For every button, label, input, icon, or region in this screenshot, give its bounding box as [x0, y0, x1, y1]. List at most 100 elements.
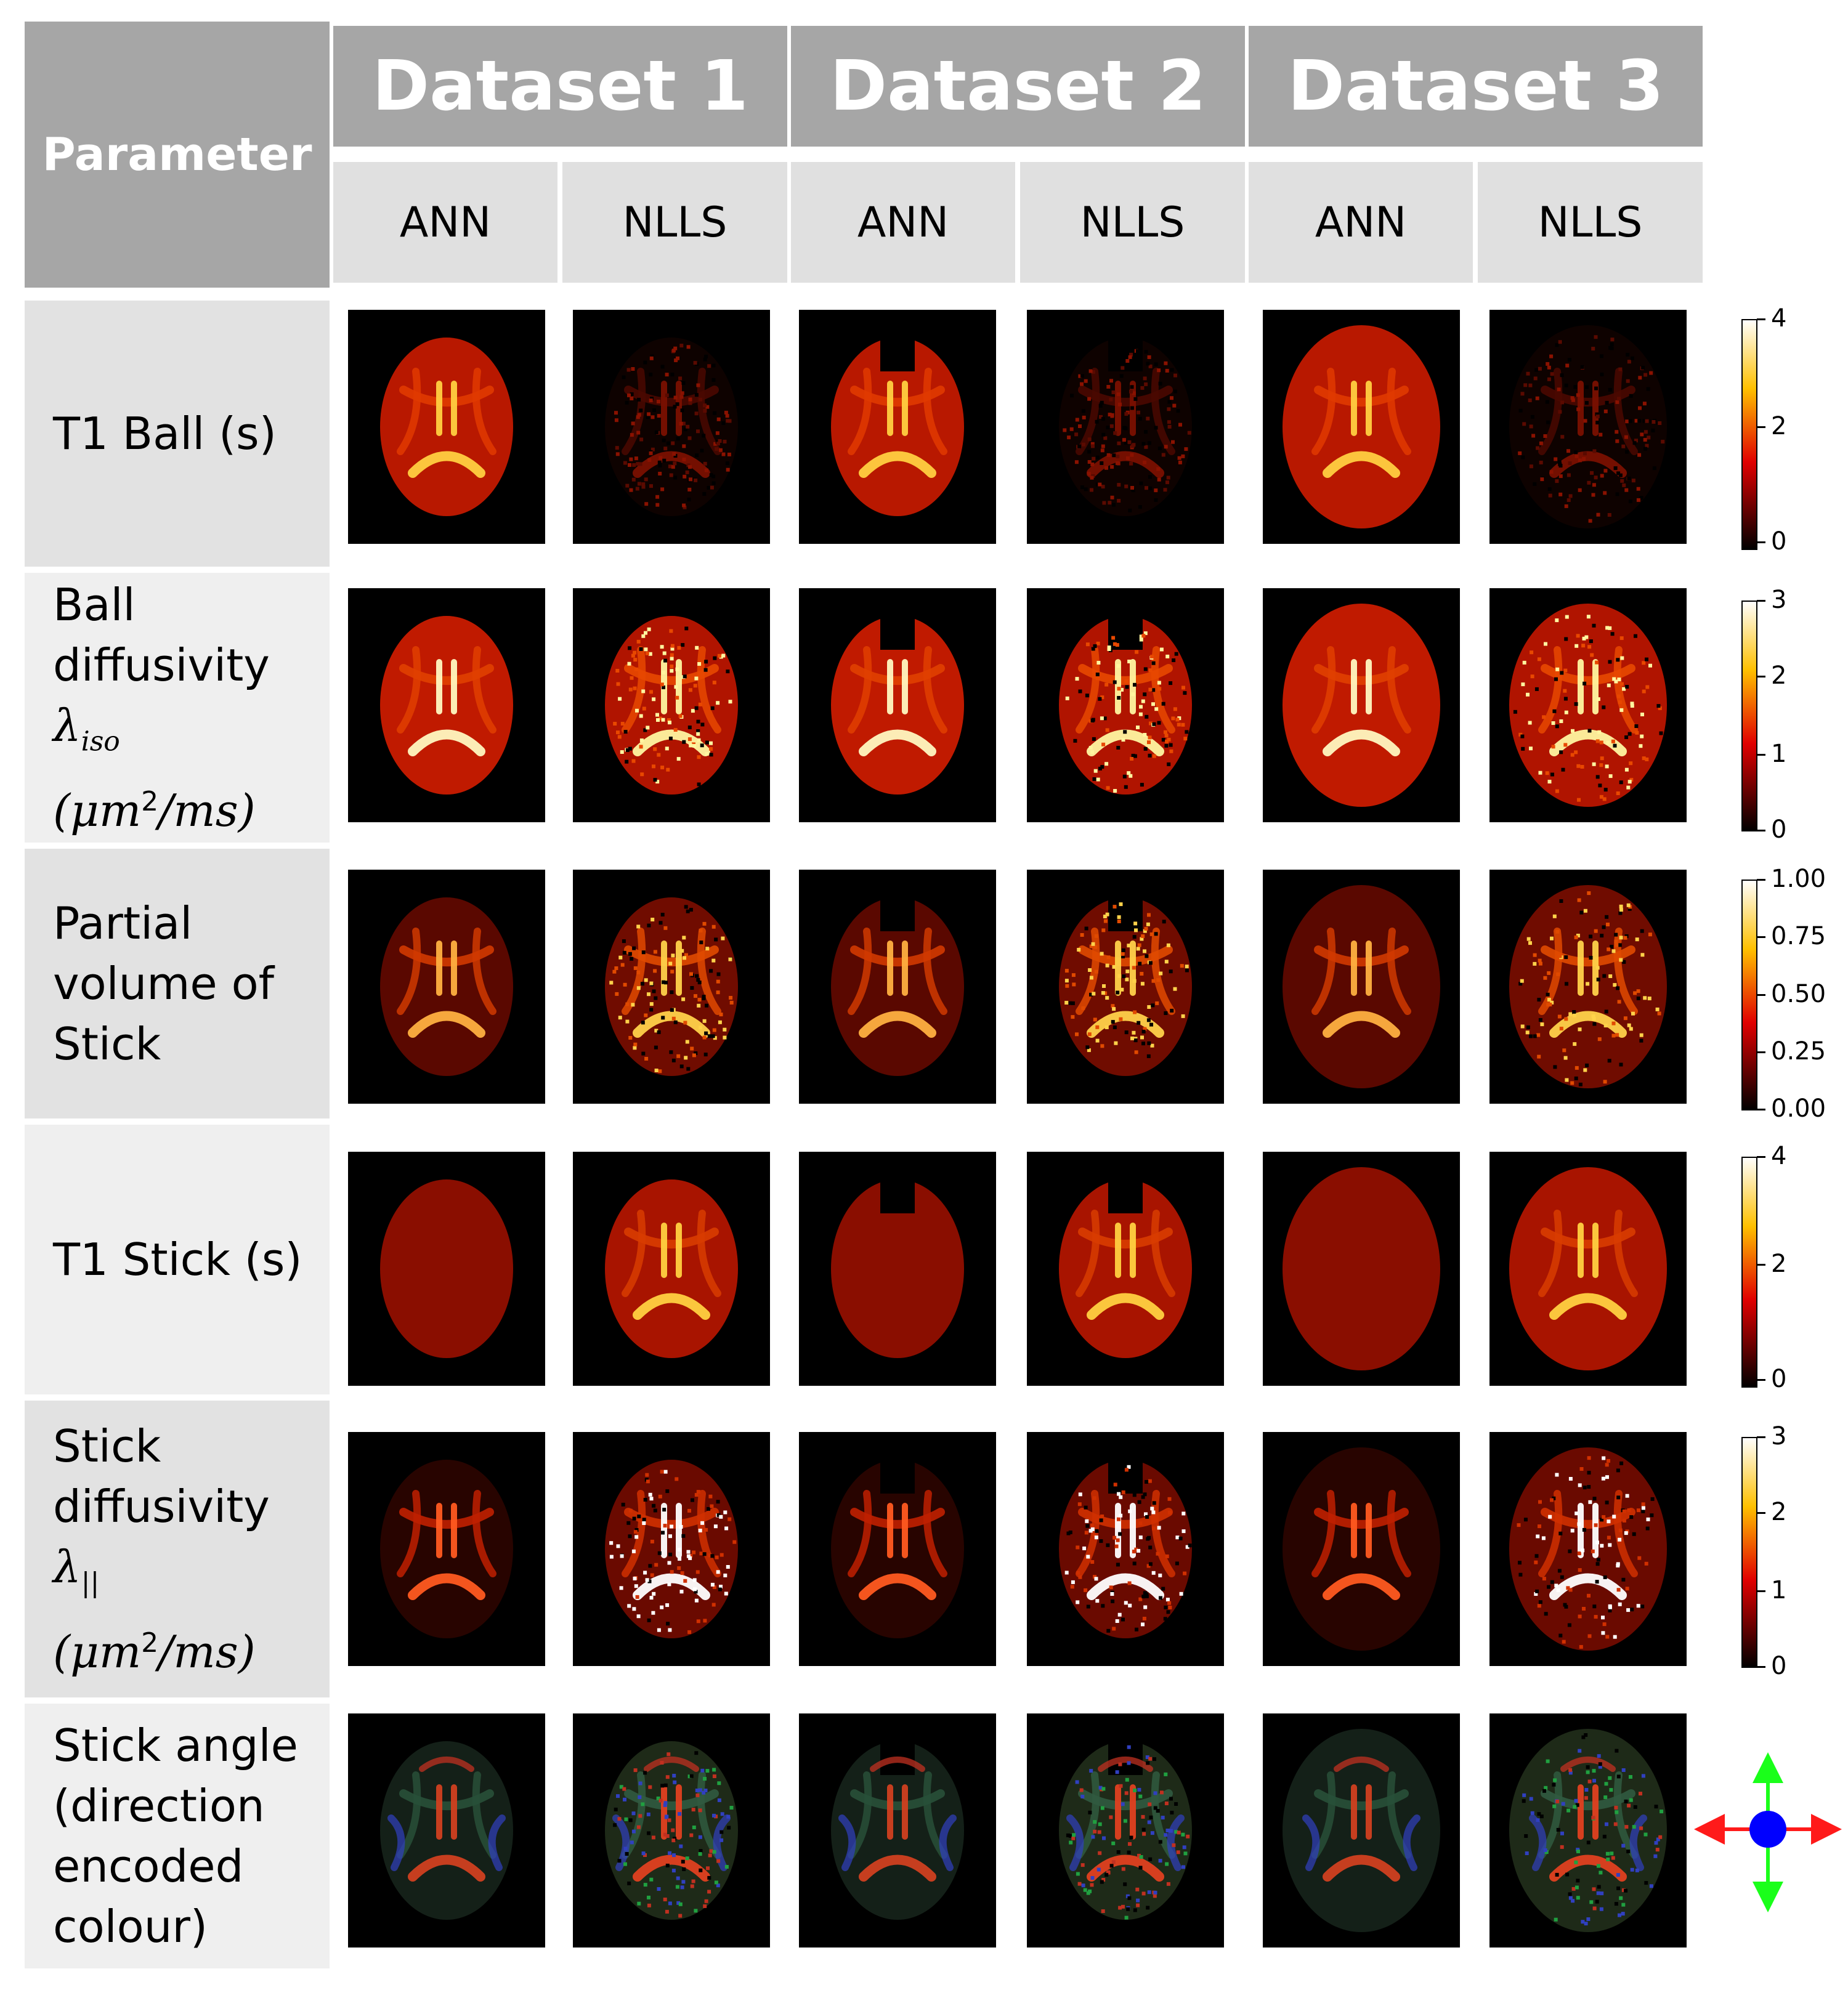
direction-legend-icon	[1694, 1752, 1842, 1912]
brain-map-t1-stick-dataset-2-nlls	[1027, 1152, 1224, 1386]
stick-diffusivity-symbol: λ||	[53, 1540, 100, 1599]
row-label-partial-volume: Partial volume of Stick	[25, 849, 330, 1118]
method-header-6: NLLS	[1478, 162, 1703, 283]
method-label-3: ANN	[857, 198, 949, 247]
colorbar-tick-label: 2	[1771, 1250, 1787, 1279]
colorbar-row-4	[1741, 1157, 1757, 1388]
dataset-2-label: Dataset 2	[830, 46, 1206, 126]
row-label-stick-diffusivity: Stick diffusivity λ|| (μm2/ms)	[25, 1401, 330, 1697]
method-header-1: ANN	[333, 162, 557, 283]
colorbar-tick-label: 0	[1771, 815, 1787, 844]
dataset-3-label: Dataset 3	[1287, 46, 1664, 126]
method-label-2: NLLS	[622, 198, 727, 247]
method-label-4: NLLS	[1080, 198, 1185, 247]
colorbar-tick-mark	[1757, 936, 1765, 939]
ball-diffusivity-line-2: diffusivity	[53, 639, 270, 691]
parameter-header-label: Parameter	[42, 128, 312, 181]
out-of-plane-dot-icon	[1749, 1811, 1786, 1848]
colorbar-tick-mark	[1757, 600, 1765, 602]
brain-map-stick-angle-dataset-1-nlls	[573, 1713, 770, 1948]
stick-diffusivity-line-1: Stick	[53, 1420, 161, 1472]
brain-map-partial-volume-dataset-2-nlls	[1027, 870, 1224, 1104]
brain-map-t1-stick-dataset-1-ann	[348, 1152, 545, 1386]
ball-diffusivity-symbol: λiso	[53, 699, 120, 758]
colorbar-tick-mark	[1757, 879, 1765, 881]
colorbar-tick-label: 1.00	[1771, 865, 1826, 893]
colorbar-tick-label: 0	[1771, 527, 1787, 556]
ball-diffusivity-line-1: Ball	[53, 578, 136, 631]
colorbar-tick-label: 4	[1771, 304, 1787, 333]
brain-map-t1-ball-dataset-3-ann	[1263, 310, 1460, 544]
brain-map-stick-angle-dataset-2-nlls	[1027, 1713, 1224, 1948]
brain-map-t1-ball-dataset-1-nlls	[573, 310, 770, 544]
method-header-5: ANN	[1249, 162, 1473, 283]
colorbar-tick-mark	[1757, 1590, 1765, 1592]
colorbar-tick-mark	[1757, 1156, 1765, 1158]
brain-map-stick-angle-dataset-1-ann	[348, 1713, 545, 1948]
brain-map-stick-diffusivity-dataset-2-ann	[799, 1432, 996, 1666]
brain-map-stick-angle-dataset-3-ann	[1263, 1713, 1460, 1948]
brain-map-partial-volume-dataset-1-nlls	[573, 870, 770, 1104]
stick-angle-line-1: Stick angle	[53, 1720, 298, 1771]
colorbar-row-1	[1741, 319, 1757, 550]
colorbar-tick-mark	[1757, 426, 1765, 429]
colorbar-tick-label: 2	[1771, 412, 1787, 441]
stick-angle-line-3: encoded	[53, 1840, 244, 1892]
row-label-t1-stick: T1 Stick (s)	[25, 1125, 330, 1394]
brain-map-ball-diffusivity-dataset-3-ann	[1263, 588, 1460, 822]
ball-diffusivity-units: (μm2/ms)	[53, 785, 256, 837]
brain-map-ball-diffusivity-dataset-1-nlls	[573, 588, 770, 822]
colorbar-tick-mark	[1757, 1109, 1765, 1110]
colorbar-tick-label: 3	[1771, 1422, 1787, 1450]
dataset-1-header: Dataset 1	[333, 26, 787, 147]
method-header-4: NLLS	[1020, 162, 1245, 283]
parameter-header: Parameter	[25, 22, 330, 288]
stick-diffusivity-line-2: diffusivity	[53, 1480, 270, 1532]
row-label-stick-angle: Stick angle (direction encoded colour)	[25, 1704, 330, 1968]
partial-volume-line-1: Partial	[53, 897, 193, 949]
arrow-down-icon	[1753, 1882, 1783, 1912]
brain-map-stick-diffusivity-dataset-2-nlls	[1027, 1432, 1224, 1666]
brain-map-ball-diffusivity-dataset-2-ann	[799, 588, 996, 822]
colorbar-row-5	[1741, 1437, 1757, 1668]
method-label-6: NLLS	[1538, 198, 1643, 247]
brain-map-t1-ball-dataset-1-ann	[348, 310, 545, 544]
method-label-5: ANN	[1315, 198, 1407, 247]
colorbar-tick-label: 0.00	[1771, 1094, 1826, 1123]
brain-map-t1-stick-dataset-3-ann	[1263, 1152, 1460, 1386]
row-label-t1-ball-text: T1 Ball (s)	[53, 408, 277, 459]
dataset-3-header: Dataset 3	[1249, 26, 1703, 147]
arrow-up-icon	[1753, 1752, 1783, 1783]
stick-angle-line-4: colour)	[53, 1901, 208, 1952]
brain-map-partial-volume-dataset-3-nlls	[1489, 870, 1687, 1104]
partial-volume-line-3: Stick	[53, 1018, 161, 1070]
colorbar-tick-mark	[1757, 541, 1765, 543]
colorbar-tick-mark	[1757, 830, 1765, 831]
colorbar-tick-mark	[1757, 1512, 1765, 1515]
colorbar-tick-mark	[1757, 1051, 1765, 1053]
colorbar-tick-mark	[1757, 753, 1765, 756]
brain-map-stick-angle-dataset-2-ann	[799, 1713, 996, 1948]
brain-map-t1-ball-dataset-2-nlls	[1027, 310, 1224, 544]
dataset-1-label: Dataset 1	[372, 46, 748, 126]
partial-volume-line-2: volume of	[53, 958, 275, 1009]
method-header-3: ANN	[791, 162, 1015, 283]
colorbar-tick-mark	[1757, 318, 1765, 320]
brain-map-stick-diffusivity-dataset-3-nlls	[1489, 1432, 1687, 1666]
stick-diffusivity-units: (μm2/ms)	[53, 1626, 256, 1678]
stick-angle-line-2: (direction	[53, 1780, 265, 1832]
colorbar-tick-label: 0	[1771, 1364, 1787, 1393]
colorbar-tick-label: 3	[1771, 586, 1787, 614]
colorbar-tick-label: 0.50	[1771, 979, 1826, 1008]
colorbar-tick-mark	[1757, 676, 1765, 678]
colorbar-tick-mark	[1757, 1264, 1765, 1266]
method-header-2: NLLS	[562, 162, 787, 283]
arrow-left-icon	[1694, 1814, 1725, 1845]
brain-map-stick-angle-dataset-3-nlls	[1489, 1713, 1687, 1948]
colorbar-row-3	[1741, 880, 1757, 1110]
brain-map-partial-volume-dataset-2-ann	[799, 870, 996, 1104]
row-label-t1-ball: T1 Ball (s)	[25, 301, 330, 567]
colorbar-tick-label: 0.25	[1771, 1037, 1826, 1066]
brain-map-ball-diffusivity-dataset-2-nlls	[1027, 588, 1224, 822]
colorbar-tick-label: 4	[1771, 1142, 1787, 1170]
